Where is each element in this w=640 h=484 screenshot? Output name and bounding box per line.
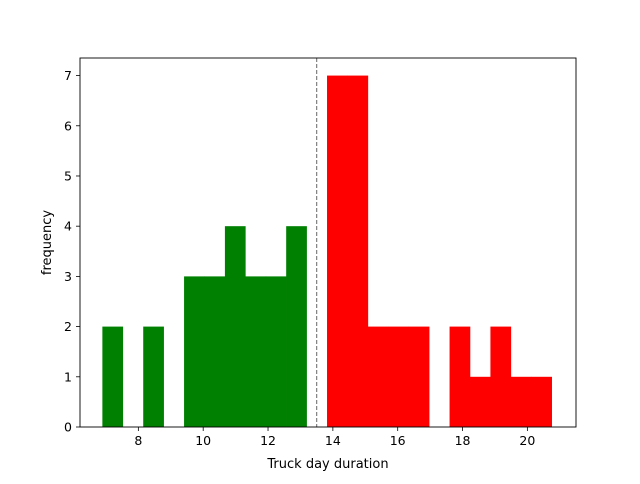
- histogram-bar: [388, 326, 410, 427]
- histogram-bar: [531, 376, 552, 427]
- y-tick-label: 0: [64, 420, 72, 435]
- x-tick-label: 8: [134, 433, 142, 448]
- x-tick-label: 10: [195, 433, 211, 448]
- histogram-bar: [143, 326, 164, 427]
- histogram-bar: [224, 226, 246, 427]
- x-tick-label: 20: [519, 433, 535, 448]
- histogram-bar: [510, 376, 532, 427]
- y-tick-label: 4: [64, 219, 72, 234]
- histogram-bar: [327, 75, 348, 427]
- histogram-bar: [347, 75, 369, 427]
- histogram-bar: [449, 326, 471, 427]
- histogram-bar: [469, 376, 491, 427]
- y-tick-label: 7: [64, 68, 72, 83]
- y-tick-label: 5: [64, 168, 72, 183]
- histogram-bar: [245, 276, 267, 427]
- x-tick-label: 12: [260, 433, 276, 448]
- histogram-bar: [286, 226, 307, 427]
- bars-layer: [102, 75, 552, 427]
- histogram-bar: [408, 326, 430, 427]
- y-tick-label: 1: [64, 369, 72, 384]
- y-tick-label: 6: [64, 118, 72, 133]
- x-tick-label: 18: [455, 433, 471, 448]
- histogram-bar: [490, 326, 512, 427]
- plot-frame: [79, 57, 577, 428]
- y-axis-label: frequency: [40, 210, 55, 276]
- y-tick-label: 3: [64, 269, 72, 284]
- x-tick-label: 16: [390, 433, 406, 448]
- histogram-bar: [204, 276, 226, 427]
- x-axis-label: Truck day duration: [266, 457, 388, 472]
- histogram-bar: [184, 276, 205, 427]
- y-tick-label: 2: [64, 319, 72, 334]
- histogram-bar: [265, 276, 287, 427]
- histogram-bar: [367, 326, 389, 427]
- x-tick-label: 14: [325, 433, 341, 448]
- histogram-bar: [102, 326, 124, 427]
